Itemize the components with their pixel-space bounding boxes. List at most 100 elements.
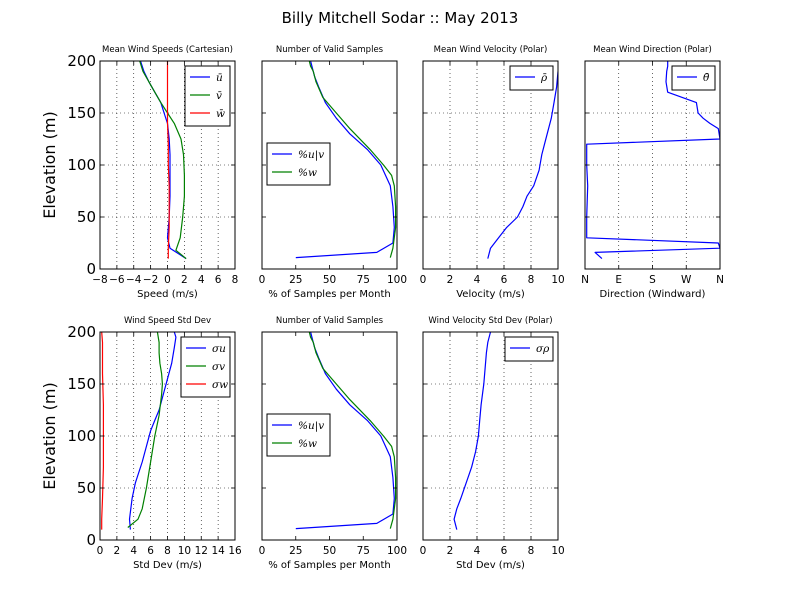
x-tick-label: 6 bbox=[215, 274, 222, 286]
legend-label: ū bbox=[216, 72, 223, 84]
series-group bbox=[453, 332, 492, 530]
y-tick-label: 150 bbox=[67, 104, 96, 122]
x-tick-label: 2 bbox=[447, 545, 454, 557]
legend: ū v̄ w̄ bbox=[184, 65, 231, 127]
x-tick-label: 8 bbox=[528, 274, 535, 286]
legend: σρ bbox=[504, 336, 554, 362]
x-tick-label: 10 bbox=[551, 274, 564, 286]
x-tick-label: 100 bbox=[387, 545, 407, 557]
series-group bbox=[295, 61, 397, 259]
x-tick-label: 2 bbox=[447, 274, 454, 286]
x-tick-label: 25 bbox=[289, 274, 302, 286]
subplot-6: 0 25 50 75 100 Number of Valid Samples % of Sa… bbox=[259, 316, 407, 571]
y-tick-label: 50 bbox=[77, 479, 96, 497]
x-tick-label: 0 bbox=[259, 545, 266, 557]
subplot-title: Wind Speed Std Dev bbox=[124, 316, 211, 326]
x-tick-label: 0 bbox=[420, 545, 427, 557]
x-tick-label: 4 bbox=[130, 545, 137, 557]
subplot-title: Mean Wind Velocity (Polar) bbox=[434, 45, 548, 55]
x-tick-label: 8 bbox=[528, 545, 535, 557]
x-tick-label: 6 bbox=[147, 545, 154, 557]
series-line-1 bbox=[586, 61, 720, 260]
y-tick-label: 0 bbox=[86, 260, 96, 278]
legend-label: %u|v bbox=[298, 149, 324, 162]
y-tick-label: 50 bbox=[77, 208, 96, 226]
x-tick-label: −4 bbox=[126, 274, 142, 286]
x-tick-label: N bbox=[716, 274, 724, 286]
series-line-3 bbox=[166, 61, 170, 259]
x-axis-label: Speed (m/s) bbox=[137, 289, 198, 300]
subplot-3: 0 2 4 6 8 10 Mean Wind Velocity (Polar) Velocit… bbox=[420, 45, 565, 300]
legend-label: v̄ bbox=[216, 90, 222, 102]
series-line-1 bbox=[128, 332, 177, 530]
y-tick-label: 150 bbox=[67, 375, 96, 393]
series-group bbox=[295, 332, 397, 530]
x-axis-label: % of Samples per Month bbox=[268, 560, 391, 571]
x-tick-label: S bbox=[649, 274, 656, 286]
series-group bbox=[487, 71, 558, 259]
y-tick-label: 200 bbox=[67, 323, 96, 341]
y-axis-label: Elevation (m) bbox=[40, 382, 59, 489]
legend-box bbox=[509, 65, 554, 91]
series-line-1 bbox=[487, 71, 558, 259]
x-tick-label: 10 bbox=[178, 545, 191, 557]
legend: σu σv σw bbox=[180, 336, 231, 398]
x-tick-label: −8 bbox=[92, 274, 107, 286]
series-line-2 bbox=[139, 61, 187, 260]
legend-label: σu bbox=[212, 343, 226, 355]
x-tick-label: 4 bbox=[474, 545, 481, 557]
legend-box bbox=[266, 413, 331, 457]
legend-label: ρ̄ bbox=[540, 72, 548, 84]
x-tick-label: 8 bbox=[232, 274, 239, 286]
series-group bbox=[586, 61, 720, 260]
x-tick-label: 0 bbox=[420, 274, 427, 286]
series-line-2 bbox=[308, 332, 397, 529]
x-tick-label: 0 bbox=[164, 274, 171, 286]
legend-label: σv bbox=[212, 361, 225, 373]
x-tick-label: −6 bbox=[109, 274, 125, 286]
x-tick-label: 25 bbox=[289, 545, 302, 557]
x-tick-label: 8 bbox=[164, 545, 171, 557]
x-tick-label: 75 bbox=[357, 274, 370, 286]
x-axis-label: % of Samples per Month bbox=[268, 289, 391, 300]
legend-box bbox=[180, 336, 231, 398]
x-axis-label: Direction (Windward) bbox=[600, 289, 706, 300]
legend-box bbox=[266, 142, 331, 186]
x-tick-label: 6 bbox=[501, 545, 508, 557]
x-tick-label: 75 bbox=[357, 545, 370, 557]
series-line-1 bbox=[139, 61, 187, 260]
subplot-4: N E S W N Mean Wind Direction (Polar) Directio… bbox=[581, 45, 724, 300]
x-tick-label: 14 bbox=[211, 545, 225, 557]
subplot-title: Wind Velocity Std Dev (Polar) bbox=[428, 316, 552, 326]
x-tick-label: E bbox=[615, 274, 622, 286]
x-axis-label: Std Dev (m/s) bbox=[133, 560, 202, 571]
legend-label: σρ bbox=[536, 343, 550, 355]
legend-label: %w bbox=[298, 438, 317, 450]
series-line-2 bbox=[308, 61, 397, 258]
subplot-7: 0 2 4 6 8 10 Wind Velocity Std Dev (Polar) Std … bbox=[420, 316, 565, 571]
legend-box bbox=[671, 65, 716, 91]
x-axis-label: Std Dev (m/s) bbox=[456, 560, 525, 571]
x-tick-label: 4 bbox=[198, 274, 205, 286]
x-axis-label: Velocity (m/s) bbox=[456, 289, 525, 300]
legend: ρ̄ bbox=[509, 65, 554, 91]
x-tick-label: −2 bbox=[143, 274, 158, 286]
legend-label: σw bbox=[212, 379, 228, 391]
y-tick-label: 100 bbox=[67, 427, 96, 445]
series-line-3 bbox=[101, 332, 105, 530]
series-line-1 bbox=[453, 332, 492, 530]
x-tick-label: 50 bbox=[323, 274, 336, 286]
x-tick-label: 100 bbox=[387, 274, 407, 286]
legend-label: %w bbox=[298, 167, 317, 179]
x-tick-label: N bbox=[581, 274, 589, 286]
y-tick-label: 200 bbox=[67, 52, 96, 70]
legend-box bbox=[504, 336, 554, 362]
subplot-2: 0 25 50 75 100 Number of Valid Samples % of Sa… bbox=[259, 45, 407, 300]
y-tick-label: 100 bbox=[67, 156, 96, 174]
figure-title: Billy Mitchell Sodar :: May 2013 bbox=[281, 9, 519, 27]
subplot-title: Number of Valid Samples bbox=[276, 45, 384, 55]
x-tick-label: 50 bbox=[323, 545, 336, 557]
